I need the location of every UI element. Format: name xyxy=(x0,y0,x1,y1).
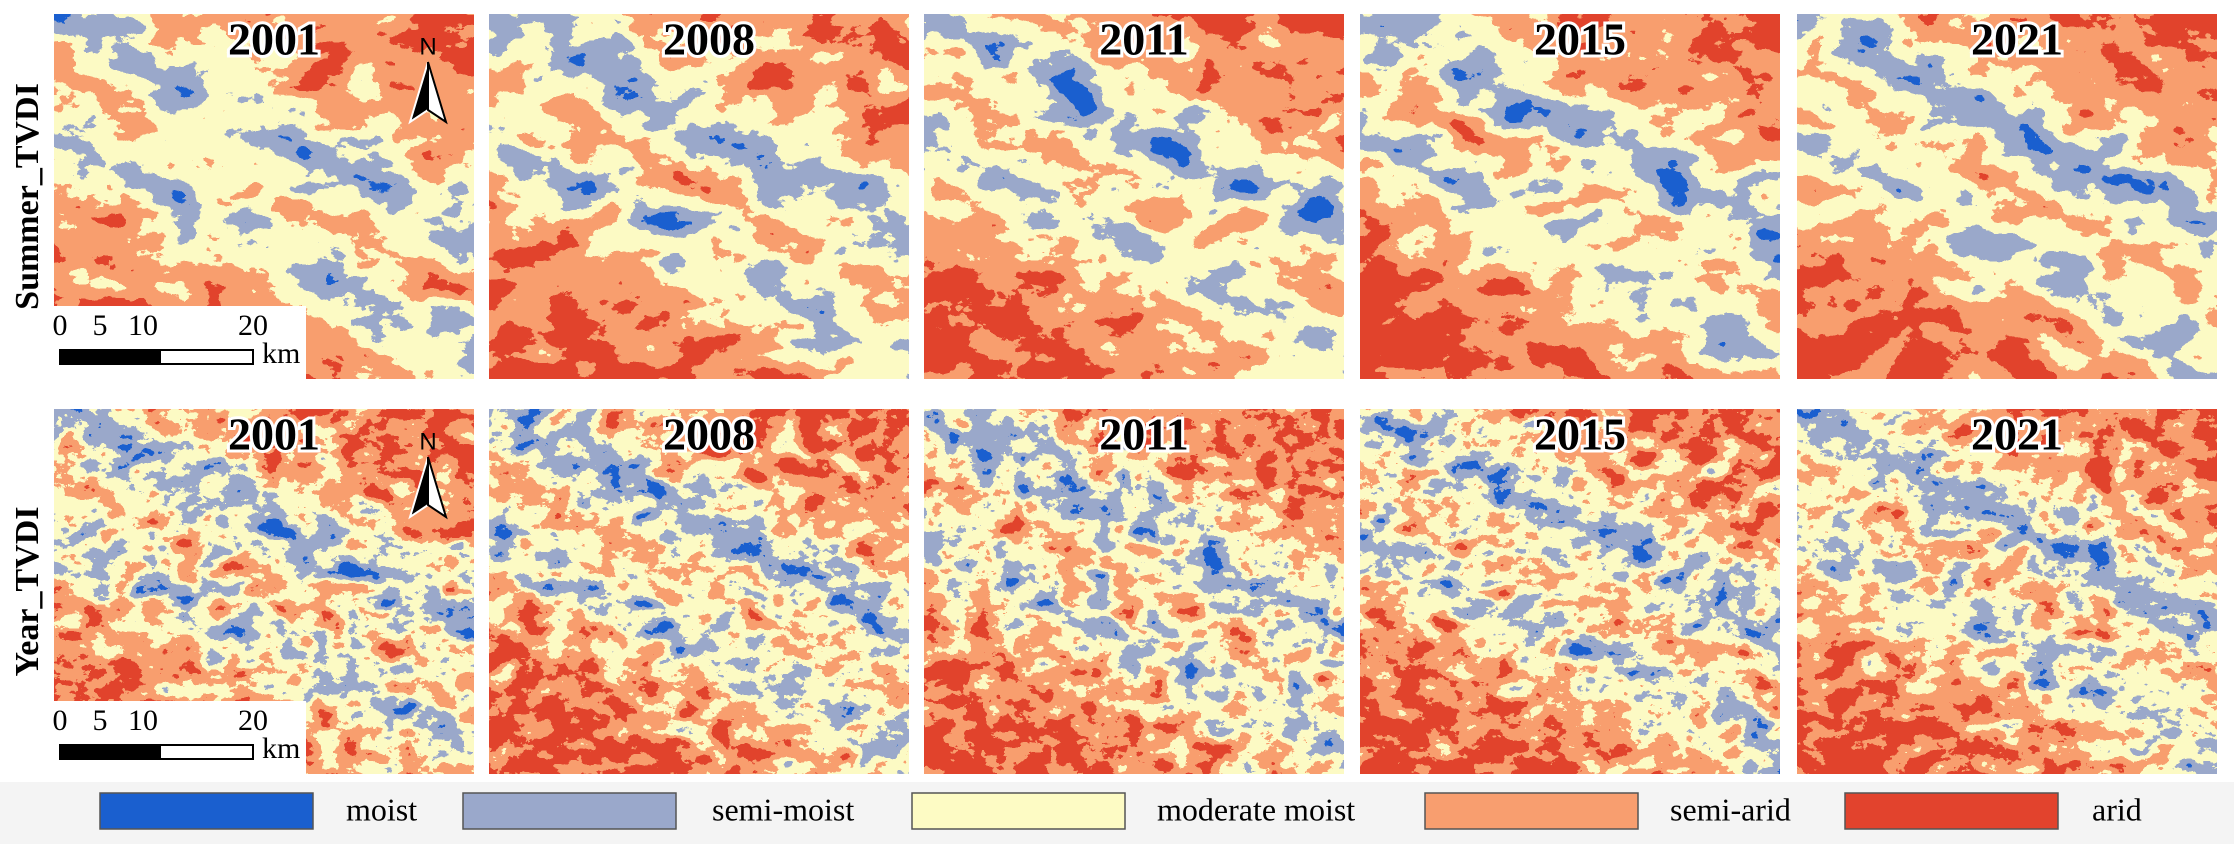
scale-tick: 10 xyxy=(128,704,158,737)
row-label: Summer_TVDI xyxy=(9,83,46,310)
legend-label: semi-moist xyxy=(712,791,854,827)
year-title: 2011 xyxy=(1099,409,1188,460)
scale-tick: 10 xyxy=(128,309,158,342)
scale-tick: 5 xyxy=(93,704,108,737)
north-label: N xyxy=(419,33,436,60)
tvdi-map xyxy=(1797,409,2217,774)
scale-bar-box xyxy=(54,306,306,379)
legend-label: moist xyxy=(346,791,417,827)
legend-swatch xyxy=(99,792,314,830)
north-label: N xyxy=(419,428,436,455)
year-title: 2021 xyxy=(1971,14,2063,65)
tvdi-map xyxy=(489,14,909,379)
north-arrow xyxy=(427,61,448,125)
scale-bar xyxy=(59,744,161,760)
scale-tick: 5 xyxy=(93,309,108,342)
year-title: 2015 xyxy=(1534,409,1626,460)
scale-bar xyxy=(159,349,254,365)
legend-label: arid xyxy=(2092,791,2142,827)
tvdi-map xyxy=(924,409,1344,774)
scale-unit: km xyxy=(262,732,300,765)
north-arrow xyxy=(427,456,448,520)
scale-tick: 0 xyxy=(53,704,68,737)
scale-bar-box xyxy=(54,701,306,774)
row-label: Year_TVDI xyxy=(9,507,46,677)
tvdi-map xyxy=(489,409,909,774)
year-title: 2008 xyxy=(663,14,755,65)
tvdi-map xyxy=(924,14,1344,379)
legend-swatch xyxy=(1844,792,2059,830)
scale-tick: 0 xyxy=(53,309,68,342)
legend-label: moderate moist xyxy=(1157,791,1355,827)
legend-swatch xyxy=(1424,792,1639,830)
year-title: 2001 xyxy=(228,14,320,65)
legend-swatch xyxy=(911,792,1126,830)
tvdi-map xyxy=(1360,14,1780,379)
legend-swatch xyxy=(462,792,677,830)
year-title: 2011 xyxy=(1099,14,1188,65)
tvdi-map xyxy=(1797,14,2217,379)
scale-unit: km xyxy=(262,337,300,370)
year-title: 2021 xyxy=(1971,409,2063,460)
legend-label: semi-arid xyxy=(1670,791,1791,827)
scale-bar xyxy=(159,744,254,760)
tvdi-map xyxy=(1360,409,1780,774)
scale-bar xyxy=(59,349,161,365)
year-title: 2001 xyxy=(228,409,320,460)
scale-tick: 20 xyxy=(238,704,268,737)
year-title: 2008 xyxy=(663,409,755,460)
year-title: 2015 xyxy=(1534,14,1626,65)
scale-tick: 20 xyxy=(238,309,268,342)
